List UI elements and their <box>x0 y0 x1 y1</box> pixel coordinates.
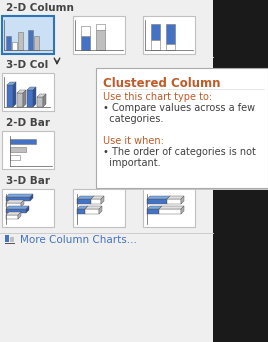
Bar <box>77 199 91 204</box>
Bar <box>10 147 26 152</box>
Polygon shape <box>30 194 33 201</box>
Text: categories.: categories. <box>103 114 163 124</box>
Polygon shape <box>77 196 94 199</box>
Polygon shape <box>159 206 162 214</box>
Bar <box>96 30 105 50</box>
Bar <box>37 97 43 107</box>
Bar <box>159 209 181 214</box>
Polygon shape <box>167 196 170 204</box>
Polygon shape <box>6 194 33 197</box>
Text: Clustered Column: Clustered Column <box>103 77 221 90</box>
Bar <box>17 93 23 107</box>
Polygon shape <box>101 196 104 204</box>
Polygon shape <box>33 87 36 107</box>
Polygon shape <box>18 212 21 219</box>
Bar <box>2 189 54 227</box>
Bar <box>5 235 9 242</box>
Bar <box>151 24 160 40</box>
Text: 2-D Bar: 2-D Bar <box>6 118 50 128</box>
Bar <box>147 199 167 204</box>
Bar <box>28 30 33 50</box>
Bar <box>0 0 213 16</box>
Bar <box>18 32 23 50</box>
Polygon shape <box>159 206 184 209</box>
Polygon shape <box>17 90 26 93</box>
Bar <box>96 24 105 30</box>
Polygon shape <box>7 82 16 85</box>
Bar <box>73 16 125 54</box>
Bar <box>6 203 21 207</box>
Bar <box>0 173 213 189</box>
Bar <box>167 199 181 204</box>
Bar <box>6 209 26 213</box>
Bar <box>2 73 54 111</box>
Bar <box>5 243 15 244</box>
Polygon shape <box>43 94 46 107</box>
Bar <box>81 36 90 50</box>
Bar <box>6 197 30 201</box>
Bar <box>143 189 195 227</box>
Text: important.: important. <box>103 158 161 168</box>
Bar <box>81 26 90 36</box>
Bar <box>77 209 85 214</box>
Text: 2-D Column: 2-D Column <box>6 3 74 13</box>
Text: Use this chart type to:: Use this chart type to: <box>103 92 212 102</box>
Polygon shape <box>181 196 184 204</box>
Bar <box>6 36 11 50</box>
Polygon shape <box>6 206 29 209</box>
Polygon shape <box>99 206 102 214</box>
Bar <box>85 209 99 214</box>
Bar <box>2 131 54 169</box>
Bar <box>27 90 33 107</box>
Bar <box>91 199 101 204</box>
Bar <box>147 209 159 214</box>
Polygon shape <box>6 212 21 215</box>
Polygon shape <box>37 94 46 97</box>
Bar <box>98 70 268 190</box>
Bar <box>6 215 18 219</box>
Bar <box>166 44 175 50</box>
Polygon shape <box>181 206 184 214</box>
Polygon shape <box>91 196 104 199</box>
Text: More Column Charts...: More Column Charts... <box>20 235 137 245</box>
Polygon shape <box>91 196 94 204</box>
Polygon shape <box>85 206 88 214</box>
Text: 3-D Bar: 3-D Bar <box>6 176 50 186</box>
Bar <box>143 16 195 54</box>
Bar <box>96 68 268 188</box>
Polygon shape <box>167 196 184 199</box>
Bar <box>73 189 125 227</box>
Polygon shape <box>147 196 170 199</box>
Bar <box>12 42 17 50</box>
Text: 3-D Col: 3-D Col <box>6 60 48 70</box>
Bar <box>10 237 14 242</box>
Bar <box>10 155 20 160</box>
Bar <box>213 0 268 342</box>
Bar <box>10 139 36 144</box>
Polygon shape <box>13 82 16 107</box>
Text: • The order of categories is not: • The order of categories is not <box>103 147 256 157</box>
Bar <box>34 36 39 50</box>
Bar <box>7 85 13 107</box>
Polygon shape <box>147 206 162 209</box>
Polygon shape <box>85 206 102 209</box>
Bar <box>0 57 213 73</box>
Polygon shape <box>21 200 24 207</box>
Text: Use it when:: Use it when: <box>103 136 164 146</box>
Bar <box>2 16 54 54</box>
Bar <box>151 40 160 50</box>
Polygon shape <box>27 87 36 90</box>
Polygon shape <box>23 90 26 107</box>
Polygon shape <box>77 206 88 209</box>
Polygon shape <box>26 206 29 213</box>
Polygon shape <box>6 200 24 203</box>
Bar <box>166 24 175 44</box>
Bar <box>0 115 213 131</box>
Text: • Compare values across a few: • Compare values across a few <box>103 103 255 113</box>
